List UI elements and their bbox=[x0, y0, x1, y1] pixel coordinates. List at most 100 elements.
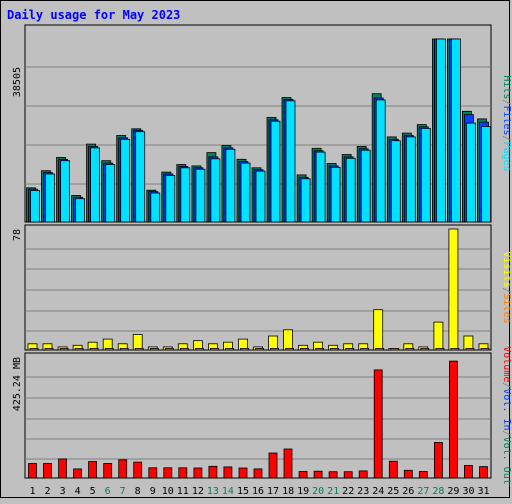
bar-pages bbox=[481, 126, 491, 223]
bar-pages bbox=[180, 167, 191, 223]
x-tick-label: 22 bbox=[342, 486, 354, 497]
bar-sites bbox=[315, 347, 325, 351]
bar-volume bbox=[313, 470, 323, 479]
bar-visits bbox=[433, 321, 444, 351]
x-axis-labels: 1 2 3 4 5 6 7 8 9 10 11 12 13 14 15 16 17 18 19 20 21 22 23 24 2… bbox=[29, 486, 489, 497]
bar-sites bbox=[390, 347, 400, 351]
bar-sites bbox=[224, 347, 234, 351]
chart-panels: 38505 Hits/Files/Pages 78 Visits/Sites 425.2… bbox=[12, 24, 512, 497]
bar-volume bbox=[73, 468, 82, 479]
bar-volume bbox=[88, 461, 97, 479]
bar-sites bbox=[330, 347, 340, 351]
bar-pages bbox=[465, 122, 476, 223]
x-tick-label: 17 bbox=[267, 486, 279, 497]
bar-sites bbox=[255, 347, 264, 351]
plot-area bbox=[24, 224, 492, 351]
x-tick-label: 31 bbox=[477, 486, 489, 497]
bar-volume bbox=[163, 467, 173, 479]
bar-sites bbox=[149, 347, 159, 351]
bar-sites bbox=[405, 347, 415, 351]
bar-volume bbox=[58, 458, 67, 479]
x-tick-label: 6 bbox=[105, 486, 111, 497]
legend-entry: / bbox=[501, 287, 511, 293]
bar-volume bbox=[358, 470, 368, 479]
bar-volume bbox=[479, 466, 488, 479]
bar-sites bbox=[345, 347, 355, 351]
panel-visits-sites: 78 Visits/Sites bbox=[12, 224, 512, 351]
bar-visits bbox=[132, 334, 143, 351]
x-tick-label: 5 bbox=[90, 486, 96, 497]
bar-volume bbox=[28, 463, 37, 479]
bar-volume bbox=[328, 471, 338, 479]
bar-volume bbox=[193, 467, 203, 479]
panel-hits-files-pages: 38505 Hits/Files/Pages bbox=[12, 24, 512, 223]
legend-entry: / bbox=[501, 99, 511, 105]
x-tick-label: 4 bbox=[75, 486, 81, 497]
x-tick-label: 25 bbox=[387, 486, 399, 497]
bar-sites bbox=[209, 347, 219, 351]
bar-volume bbox=[253, 468, 263, 479]
legend-entry: Files bbox=[501, 105, 511, 135]
bar-pages bbox=[210, 158, 221, 223]
legend-entry: / bbox=[501, 382, 511, 388]
legend-entry: Vol. In bbox=[501, 388, 511, 430]
legend-volume: Volume/Vol. In/Vol. Out bbox=[501, 346, 511, 485]
x-tick-label: 1 bbox=[29, 486, 35, 497]
y-tick-label: 425.24 MB bbox=[12, 357, 23, 411]
legend-entry: / bbox=[501, 136, 511, 142]
legend-entry: Hits bbox=[501, 75, 511, 99]
y-tick-label: 78 bbox=[12, 229, 23, 241]
bar-volume bbox=[448, 360, 458, 479]
bar-volume bbox=[373, 369, 383, 479]
x-tick-label: 16 bbox=[252, 486, 264, 497]
bar-sites bbox=[74, 347, 84, 351]
x-tick-label: 30 bbox=[462, 486, 474, 497]
bar-pages bbox=[405, 136, 416, 223]
bar-pages bbox=[330, 166, 341, 223]
bar-pages bbox=[315, 151, 326, 223]
x-tick-label: 24 bbox=[372, 486, 384, 497]
x-tick-label: 19 bbox=[297, 486, 309, 497]
bar-pages bbox=[270, 120, 281, 223]
bar-sites bbox=[194, 347, 204, 351]
x-tick-label: 28 bbox=[432, 486, 444, 497]
bar-pages bbox=[450, 38, 461, 223]
bar-volume bbox=[418, 471, 428, 479]
bar-pages bbox=[390, 140, 401, 223]
chart-title: Daily usage for May 2023 bbox=[7, 8, 180, 22]
bar-visits bbox=[448, 228, 459, 351]
legend-entry: Vol. Out bbox=[501, 437, 511, 485]
bar-volume bbox=[178, 467, 188, 479]
bar-volume bbox=[133, 461, 143, 479]
bar-sites bbox=[285, 347, 294, 351]
panel-volume: 425.24 MB Volume/Vol. In/Vol. Out bbox=[12, 346, 512, 485]
bar-sites bbox=[360, 347, 370, 351]
legend-hits-files-pages: Hits/Files/Pages bbox=[501, 75, 511, 171]
x-tick-label: 26 bbox=[402, 486, 414, 497]
bar-sites bbox=[465, 347, 475, 351]
bar-pages bbox=[30, 190, 40, 223]
legend-entry: Pages bbox=[501, 142, 511, 172]
bar-pages bbox=[360, 149, 371, 223]
bar-volume bbox=[208, 465, 218, 479]
bar-volume bbox=[238, 467, 248, 479]
bar-pages bbox=[300, 178, 311, 223]
bar-visits bbox=[373, 309, 384, 351]
bar-volume bbox=[343, 471, 353, 479]
x-tick-label: 23 bbox=[357, 486, 369, 497]
bar-pages bbox=[45, 173, 55, 223]
bar-pages bbox=[435, 38, 446, 223]
bar-volume bbox=[388, 460, 398, 479]
bar-sites bbox=[104, 347, 114, 351]
bar-pages bbox=[195, 168, 206, 223]
bar-pages bbox=[420, 128, 431, 223]
legend-visits-sites: Visits/Sites bbox=[501, 251, 511, 323]
bar-visits bbox=[463, 335, 474, 351]
bar-sites bbox=[420, 347, 430, 351]
bar-sites bbox=[450, 347, 460, 351]
legend-entry: Volume bbox=[501, 346, 511, 382]
bar-sites bbox=[435, 347, 445, 351]
bar-pages bbox=[375, 99, 386, 223]
